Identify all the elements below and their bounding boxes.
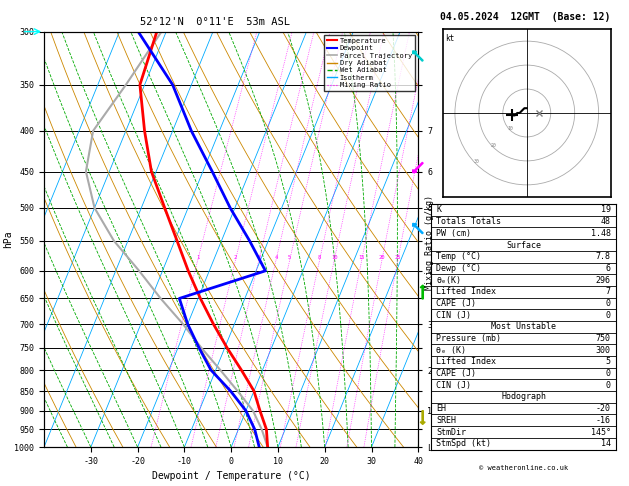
Text: 20: 20 — [379, 255, 385, 260]
Text: Totals Totals: Totals Totals — [437, 217, 501, 226]
Text: 0: 0 — [606, 369, 611, 378]
Text: 750: 750 — [596, 334, 611, 343]
Text: 25: 25 — [394, 255, 401, 260]
Text: 48: 48 — [601, 217, 611, 226]
Text: 10: 10 — [331, 255, 337, 260]
Text: Most Unstable: Most Unstable — [491, 322, 556, 331]
Text: 14: 14 — [601, 439, 611, 448]
Text: -16: -16 — [596, 416, 611, 425]
Text: 1.48: 1.48 — [591, 229, 611, 238]
Legend: Temperature, Dewpoint, Parcel Trajectory, Dry Adiabat, Wet Adiabat, Isotherm, Mi: Temperature, Dewpoint, Parcel Trajectory… — [324, 35, 415, 91]
Text: 04.05.2024  12GMT  (Base: 12): 04.05.2024 12GMT (Base: 12) — [440, 12, 610, 22]
Text: PW (cm): PW (cm) — [437, 229, 471, 238]
Y-axis label: hPa: hPa — [3, 230, 13, 248]
Text: StmSpd (kt): StmSpd (kt) — [437, 439, 491, 448]
Text: θₑ (K): θₑ (K) — [437, 346, 467, 355]
Text: Hodograph: Hodograph — [501, 393, 546, 401]
Text: CIN (J): CIN (J) — [437, 381, 471, 390]
Text: 2: 2 — [234, 255, 237, 260]
Text: Lifted Index: Lifted Index — [437, 287, 496, 296]
Text: K: K — [437, 206, 442, 214]
Text: θₑ(K): θₑ(K) — [437, 276, 462, 285]
Text: SREH: SREH — [437, 416, 457, 425]
Text: EH: EH — [437, 404, 447, 413]
Text: CAPE (J): CAPE (J) — [437, 299, 476, 308]
Text: Pressure (mb): Pressure (mb) — [437, 334, 501, 343]
Text: CAPE (J): CAPE (J) — [437, 369, 476, 378]
Y-axis label: km
ASL: km ASL — [445, 232, 464, 247]
Text: 296: 296 — [596, 276, 611, 285]
Text: 52°12'N  0°11'E  53m ASL: 52°12'N 0°11'E 53m ASL — [140, 17, 291, 27]
Text: kt: kt — [445, 34, 455, 43]
Text: © weatheronline.co.uk: © weatheronline.co.uk — [479, 466, 569, 471]
Text: Dewp (°C): Dewp (°C) — [437, 264, 481, 273]
Text: 4: 4 — [274, 255, 277, 260]
Text: 20: 20 — [491, 142, 496, 148]
Text: 30: 30 — [474, 159, 479, 164]
Text: Temp (°C): Temp (°C) — [437, 252, 481, 261]
Text: 15: 15 — [359, 255, 365, 260]
Text: StmDir: StmDir — [437, 428, 467, 436]
Text: 0: 0 — [606, 299, 611, 308]
Text: 3: 3 — [257, 255, 260, 260]
Text: 7: 7 — [606, 287, 611, 296]
Text: 0: 0 — [606, 311, 611, 320]
Text: 19: 19 — [601, 206, 611, 214]
X-axis label: Dewpoint / Temperature (°C): Dewpoint / Temperature (°C) — [152, 471, 311, 482]
Text: 5: 5 — [606, 357, 611, 366]
Text: -20: -20 — [596, 404, 611, 413]
Text: 7.8: 7.8 — [596, 252, 611, 261]
Text: Mixing Ratio (g/kg): Mixing Ratio (g/kg) — [425, 195, 433, 291]
Text: 300: 300 — [596, 346, 611, 355]
Text: 0: 0 — [606, 381, 611, 390]
Text: 6: 6 — [606, 264, 611, 273]
Text: 10: 10 — [507, 126, 513, 131]
Text: CIN (J): CIN (J) — [437, 311, 471, 320]
Text: 1: 1 — [196, 255, 199, 260]
Text: Lifted Index: Lifted Index — [437, 357, 496, 366]
Text: 145°: 145° — [591, 428, 611, 436]
Text: Surface: Surface — [506, 241, 541, 249]
Text: 8: 8 — [318, 255, 321, 260]
Text: 5: 5 — [288, 255, 291, 260]
